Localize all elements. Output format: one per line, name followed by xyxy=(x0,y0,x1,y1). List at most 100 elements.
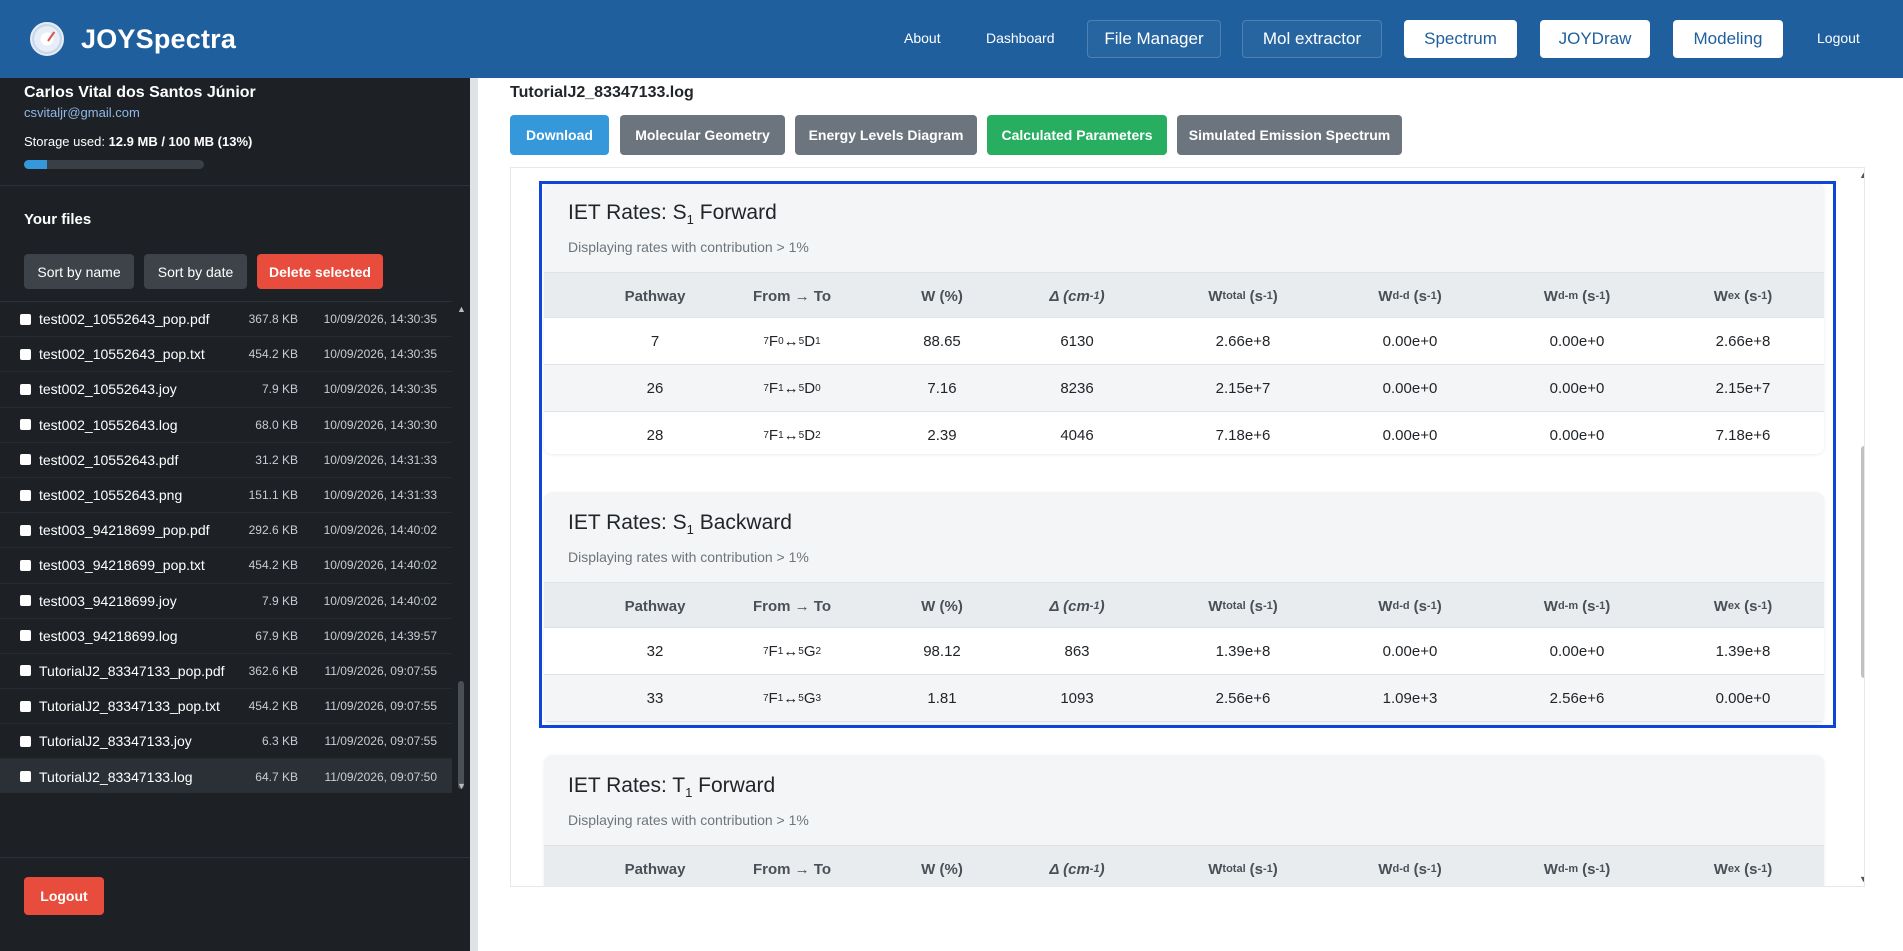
file-checkbox[interactable] xyxy=(20,735,31,747)
scroll-up-icon[interactable]: ▲ xyxy=(1859,170,1864,180)
file-checkbox[interactable] xyxy=(20,454,31,466)
scroll-up-icon[interactable]: ▲ xyxy=(457,304,466,314)
delta-header[interactable]: Δ (cm -1) xyxy=(1007,846,1147,886)
from-to-header[interactable]: From → To xyxy=(717,846,867,886)
file-checkbox[interactable] xyxy=(20,419,31,431)
file-list-item[interactable]: test003_94218699_pop.txt 454.2 KB 10/09/20… xyxy=(0,548,452,584)
file-checkbox[interactable] xyxy=(20,771,31,783)
delta-header[interactable]: Δ (cm -1) xyxy=(1007,273,1147,319)
nav-mol-extractor-button[interactable]: Mol extractor xyxy=(1242,20,1382,58)
file-checkbox[interactable] xyxy=(20,630,31,642)
download-button[interactable]: Download xyxy=(510,115,609,155)
file-name[interactable]: test002_10552643.png xyxy=(39,487,183,504)
file-name[interactable]: TutorialJ2_83347133.joy xyxy=(39,733,192,750)
from-to-header[interactable]: From → To xyxy=(717,583,867,629)
file-list-item[interactable]: TutorialJ2_83347133.log 64.7 KB 11/09/2026… xyxy=(0,759,452,793)
file-list-item[interactable]: test002_10552643.pdf 31.2 KB 10/09/2026, 1… xyxy=(0,443,452,478)
file-list[interactable]: test002_10552643_pop.pdf 367.8 KB 10/09/20… xyxy=(0,301,452,793)
nav-about-link[interactable]: About xyxy=(904,30,941,46)
file-checkbox[interactable] xyxy=(20,524,31,536)
cell-text: 0.00e+0 xyxy=(1549,380,1605,397)
w-percent-header[interactable]: W (%) xyxy=(882,273,1002,319)
nav-spectrum-button[interactable]: Spectrum xyxy=(1404,20,1517,58)
file-list-scroll-thumb[interactable] xyxy=(458,681,464,789)
nav-dashboard-link[interactable]: Dashboard xyxy=(986,30,1055,46)
w-percent-header[interactable]: W (%) xyxy=(882,846,1002,886)
file-name[interactable]: test003_94218699.log xyxy=(39,627,178,644)
file-checkbox[interactable] xyxy=(20,489,31,501)
logo-icon xyxy=(30,22,64,56)
file-checkbox[interactable] xyxy=(20,665,31,677)
file-list-item[interactable]: test002_10552643.joy 7.9 KB 10/09/2026, 14… xyxy=(0,372,452,408)
delete-selected-button[interactable]: Delete selected xyxy=(257,254,383,289)
results-scroll-thumb[interactable] xyxy=(1861,446,1864,678)
file-size: 362.6 KB xyxy=(248,663,298,678)
file-list-item[interactable]: test003_94218699_pop.pdf 292.6 KB 10/09/20… xyxy=(0,513,452,549)
file-list-item[interactable]: TutorialJ2_83347133_pop.pdf 362.6 KB 11/09… xyxy=(0,654,452,690)
sidebar-logout-button[interactable]: Logout xyxy=(24,877,104,915)
file-name[interactable]: test002_10552643_pop.txt xyxy=(39,346,205,363)
file-list-item[interactable]: TutorialJ2_83347133.joy 6.3 KB 11/09/2026,… xyxy=(0,724,452,760)
file-name[interactable]: TutorialJ2_83347133.log xyxy=(39,768,193,785)
file-name[interactable]: test002_10552643.joy xyxy=(39,381,177,398)
file-list-item[interactable]: TutorialJ2_83347133_pop.txt 454.2 KB 11/09… xyxy=(0,689,452,725)
file-name[interactable]: TutorialJ2_83347133_pop.txt xyxy=(39,698,220,715)
results-scrollbar[interactable]: ▲ ▼ xyxy=(1856,168,1864,886)
brand[interactable]: JOYSpectra xyxy=(30,22,236,56)
scroll-down-icon[interactable]: ▼ xyxy=(1859,874,1864,884)
file-list-item[interactable]: test002_10552643_pop.pdf 367.8 KB 10/09/20… xyxy=(0,302,452,338)
nav-logout-link[interactable]: Logout xyxy=(1817,30,1860,46)
file-checkbox[interactable] xyxy=(20,559,31,571)
file-name[interactable]: test002_10552643_pop.pdf xyxy=(39,311,210,328)
results-panel[interactable]: IET Rates: S1 Forward Displaying rates wi… xyxy=(510,167,1865,887)
file-checkbox[interactable] xyxy=(20,313,31,325)
file-list-scrollbar[interactable] xyxy=(454,301,468,793)
file-checkbox[interactable] xyxy=(20,348,31,360)
sidebar-edge[interactable] xyxy=(470,78,478,951)
file-checkbox[interactable] xyxy=(20,700,31,712)
file-list-item[interactable]: test002_10552643.png 151.1 KB 10/09/2026, … xyxy=(0,478,452,514)
file-checkbox[interactable] xyxy=(20,595,31,607)
file-list-item[interactable]: test003_94218699.joy 7.9 KB 10/09/2026, 14… xyxy=(0,584,452,619)
simulated-emission-spectrum-button[interactable]: Simulated Emission Spectrum xyxy=(1177,115,1402,155)
file-name[interactable]: test002_10552643.log xyxy=(39,416,178,433)
file-name[interactable]: test003_94218699.joy xyxy=(39,592,177,609)
nav-file-manager-button[interactable]: File Manager xyxy=(1087,20,1221,58)
molecular-geometry-button[interactable]: Molecular Geometry xyxy=(620,115,785,155)
pathway-header[interactable]: Pathway xyxy=(585,583,725,629)
file-name[interactable]: test003_94218699_pop.pdf xyxy=(39,522,210,539)
pathway-header[interactable]: Pathway xyxy=(585,273,725,319)
delta-header[interactable]: Δ (cm -1) xyxy=(1007,583,1147,629)
header-text: ) xyxy=(1272,287,1278,305)
file-list-item[interactable]: test002_10552643.log 68.0 KB 10/09/2026, 1… xyxy=(0,408,452,443)
file-list-item[interactable]: test002_10552643_pop.txt 454.2 KB 10/09/20… xyxy=(0,337,452,373)
w-percent-header[interactable]: W (%) xyxy=(882,583,1002,629)
file-checkbox[interactable] xyxy=(20,383,31,395)
nav-joydraw-button[interactable]: JOYDraw xyxy=(1540,20,1650,58)
sort-by-name-button[interactable]: Sort by name xyxy=(24,254,134,289)
scroll-down-icon[interactable]: ▼ xyxy=(457,781,466,791)
file-name[interactable]: test003_94218699_pop.txt xyxy=(39,557,205,574)
file-name[interactable]: test002_10552643.pdf xyxy=(39,451,179,468)
pathway-header[interactable]: Pathway xyxy=(585,846,725,886)
cell-text: 0.00e+0 xyxy=(1382,333,1438,350)
calculated-parameters-button[interactable]: Calculated Parameters xyxy=(987,115,1167,155)
file-list-item[interactable]: test003_94218699.log 67.9 KB 10/09/2026, 1… xyxy=(0,619,452,654)
nav-modeling-button[interactable]: Modeling xyxy=(1673,20,1783,58)
from-to-header[interactable]: From → To xyxy=(717,273,867,319)
energy-levels-diagram-button[interactable]: Energy Levels Diagram xyxy=(795,115,977,155)
file-name[interactable]: TutorialJ2_83347133_pop.pdf xyxy=(39,662,225,679)
sort-by-date-button[interactable]: Sort by date xyxy=(144,254,247,289)
